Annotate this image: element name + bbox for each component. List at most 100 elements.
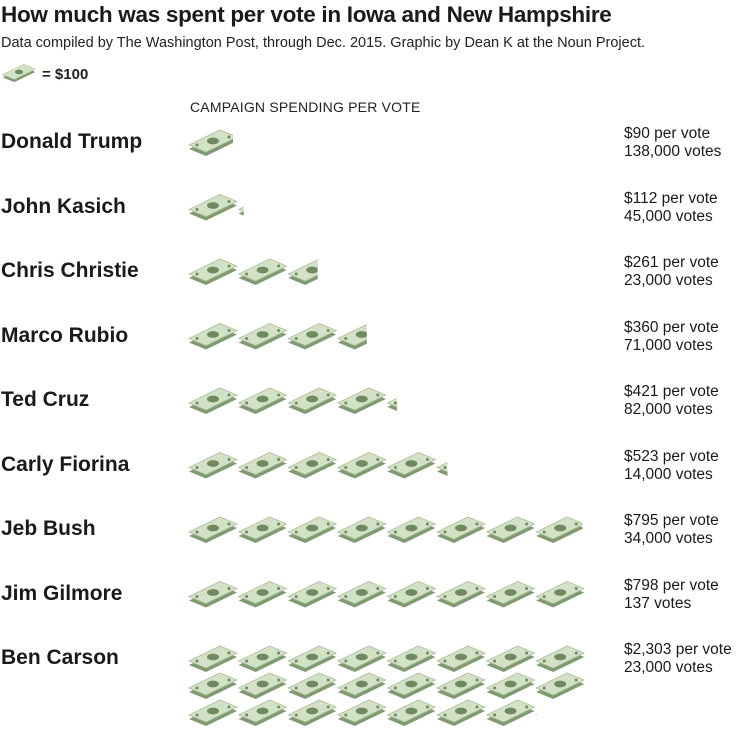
dollar-bill-mark — [535, 672, 586, 699]
dollar-bill-mark — [336, 452, 387, 479]
candidate-stats: $2,303 per vote 23,000 votes — [624, 641, 732, 677]
dollar-bill-mark — [237, 387, 288, 414]
dollar-bill-mark — [485, 672, 536, 699]
spend-per-vote-label: $261 per vote — [624, 254, 719, 271]
dollar-bill-mark — [188, 129, 233, 156]
spend-per-vote-label: $360 per vote — [624, 318, 719, 336]
dollar-bill-mark — [287, 645, 338, 672]
candidate-name: Ben Carson — [1, 646, 119, 669]
dollar-bill-mark — [188, 258, 238, 285]
dollar-bill-mark — [188, 581, 238, 608]
dollar-bill-mark — [188, 672, 238, 699]
dollar-bill-mark — [535, 714, 537, 720]
dollar-bill-mark — [188, 699, 238, 726]
dollar-bill-mark — [287, 516, 338, 543]
dollar-bill-mark — [237, 699, 288, 726]
dollar-bill-mark — [436, 461, 448, 476]
candidate-name: Jeb Bush — [1, 517, 96, 540]
spend-per-vote-label: $523 per vote — [624, 447, 719, 465]
candidate-stats: $261 per vote 23,000 votes — [624, 254, 719, 290]
dollar-bill-mark — [237, 581, 288, 608]
spend-per-vote-label: $112 per vote — [624, 189, 718, 207]
dollar-bill-mark — [535, 516, 583, 543]
dollar-bill-mark — [188, 387, 238, 414]
dollar-bill-mark — [287, 581, 338, 608]
dollar-bill-mark — [535, 581, 585, 608]
dollar-bill-mark — [237, 672, 288, 699]
candidate-stats: $421 per vote 82,000 votes — [624, 383, 719, 419]
dollar-bill-mark — [188, 194, 238, 221]
votes-label: 138,000 votes — [624, 143, 722, 160]
spend-per-vote-label: $795 per vote — [624, 512, 719, 529]
votes-label: 23,000 votes — [624, 272, 713, 289]
candidate-name: Ted Cruz — [1, 388, 90, 411]
dollar-bill-mark — [237, 516, 288, 543]
dollar-bill-mark — [436, 645, 486, 672]
votes-label: 82,000 votes — [624, 401, 713, 418]
dollar-bill-mark — [287, 259, 318, 285]
dollar-bill-mark — [436, 699, 486, 726]
dollar-bill-icon — [2, 64, 36, 83]
spend-per-vote-label: $2,303 per vote — [624, 641, 732, 658]
spend-per-vote-label: $421 per vote — [624, 383, 719, 400]
dollar-bill-mark — [336, 581, 387, 608]
candidate-stats: $798 per vote 137 votes — [624, 577, 719, 613]
dollar-bill-mark — [386, 397, 397, 411]
dollar-bill-mark — [287, 387, 338, 414]
spend-per-vote-label: $90 per vote — [624, 125, 711, 142]
dollar-bill-mark — [287, 323, 338, 350]
dollar-bill-mark — [386, 699, 437, 726]
votes-label: 34,000 votes — [624, 530, 713, 547]
dollar-bill-mark — [436, 516, 486, 543]
dollar-bill-mark — [386, 452, 437, 479]
dollar-bill-mark — [188, 645, 238, 672]
dollar-bill-mark — [485, 581, 536, 608]
votes-label: 137 votes — [624, 594, 692, 612]
legend: = $100 — [2, 62, 88, 86]
candidate-stats: $795 per vote 34,000 votes — [624, 512, 719, 548]
dollar-bill-mark — [485, 699, 536, 726]
dollar-bill-mark — [188, 452, 238, 479]
legend-label: = $100 — [42, 65, 89, 83]
dollar-bill-mark — [188, 516, 238, 543]
candidate-name: Marco Rubio — [1, 323, 129, 347]
dollar-bill-mark — [336, 672, 387, 699]
dollar-bill-mark — [336, 699, 387, 726]
dollar-bill-mark — [535, 645, 586, 672]
dollar-bill-mark — [237, 452, 288, 479]
candidate-stats: $523 per vote 14,000 votes — [624, 448, 719, 484]
dollar-bill-mark — [386, 672, 437, 699]
votes-label: 14,000 votes — [624, 465, 713, 483]
dollar-bill-mark — [436, 581, 486, 608]
dollar-bill-mark — [386, 645, 437, 672]
dollar-bill-mark — [237, 323, 288, 350]
chart-title: How much was spent per vote in Iowa and … — [1, 2, 612, 27]
candidate-stats: $360 per vote 71,000 votes — [624, 319, 719, 355]
dollar-bill-mark — [485, 645, 536, 672]
dollar-bill-mark — [188, 323, 238, 350]
dollar-bill-mark — [336, 516, 387, 543]
candidate-name: John Kasich — [1, 194, 126, 218]
dollar-bill-mark — [237, 645, 288, 672]
column-header: CAMPAIGN SPENDING PER VOTE — [190, 99, 421, 115]
candidate-name: Donald Trump — [1, 130, 143, 153]
dollar-bill-mark — [336, 387, 387, 414]
candidate-name: Carly Fiorina — [1, 452, 130, 476]
candidate-stats: $112 per vote 45,000 votes — [624, 190, 718, 226]
dollar-bill-mark — [386, 516, 437, 543]
dollar-bill-mark — [237, 206, 244, 216]
dollar-bill-mark — [287, 699, 338, 726]
dollar-bill-mark — [336, 645, 387, 672]
dollar-bill-mark — [287, 672, 338, 699]
dollar-bill-mark — [436, 672, 486, 699]
spend-per-vote-label: $798 per vote — [624, 576, 719, 594]
dollar-bill-mark — [287, 452, 338, 479]
dollar-bill-mark — [237, 258, 288, 285]
dollar-bill-mark — [336, 324, 367, 350]
votes-label: 23,000 votes — [624, 659, 713, 676]
candidate-name: Chris Christie — [1, 259, 139, 282]
chart-subtitle: Data compiled by The Washington Post, th… — [1, 35, 645, 51]
votes-label: 45,000 votes — [624, 207, 713, 225]
